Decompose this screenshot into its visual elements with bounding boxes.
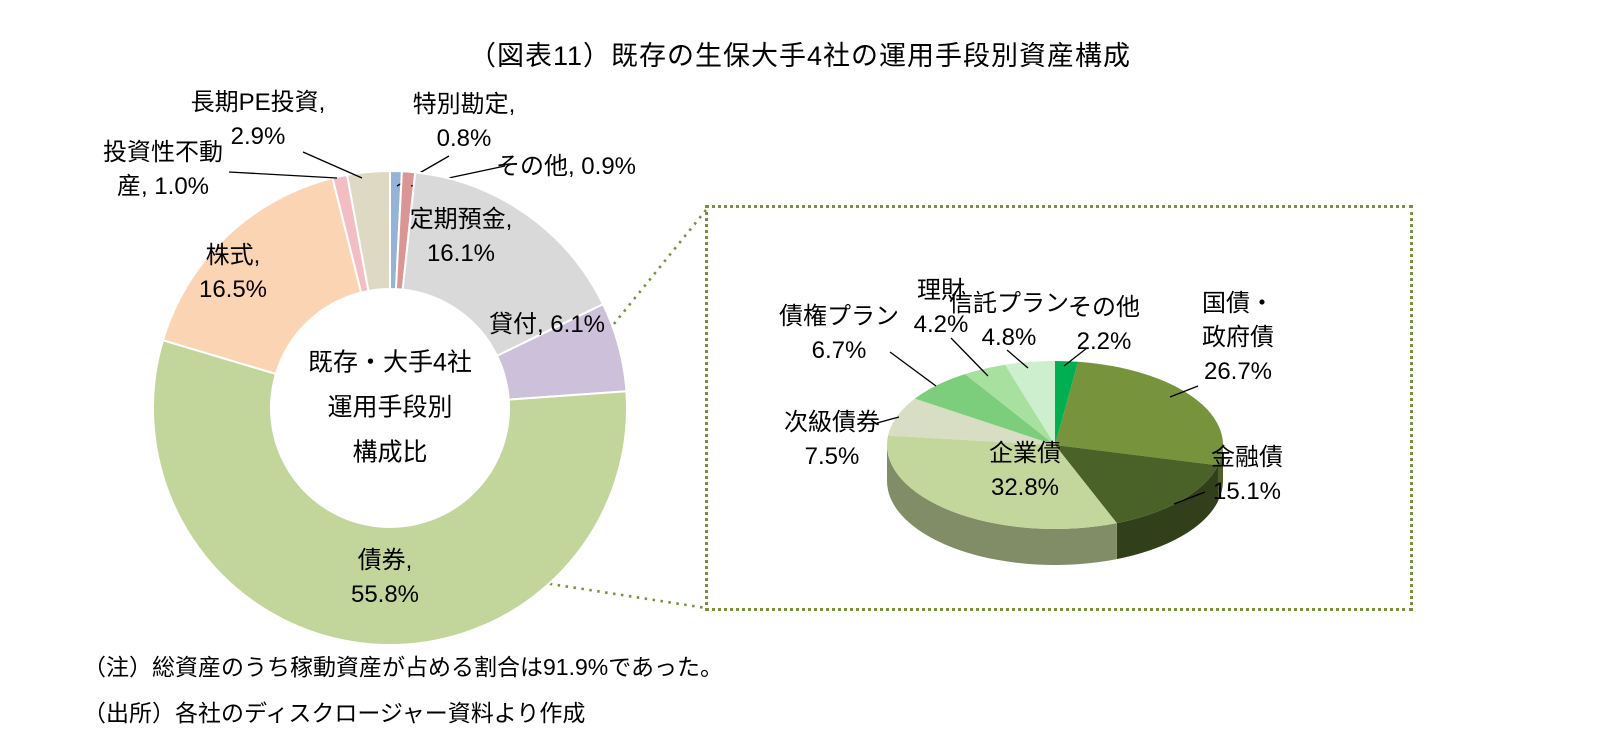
donut-center-label: 既存・大手4社 運用手段別 構成比 xyxy=(308,348,472,467)
donut-leader-line-7 xyxy=(302,151,363,179)
donut-slice-2 xyxy=(401,171,605,358)
donut-slice-5 xyxy=(161,176,363,376)
pie3d-slice-0 xyxy=(1055,361,1079,445)
donut-leader-line-6 xyxy=(228,171,338,179)
pie3d-slice-4 xyxy=(888,398,1055,445)
pie3d-wall-3 xyxy=(887,445,1117,565)
pie3d-leader-line-7 xyxy=(1006,349,1029,369)
pie3d-slice-7 xyxy=(1005,361,1055,445)
pie3d-leader-line-0 xyxy=(1063,347,1088,367)
pie3d-wall-2 xyxy=(1116,465,1218,560)
source-line: （出所）各社のディスクロージャー資料より作成 xyxy=(83,700,586,726)
pie3d-leader-line-2 xyxy=(1173,491,1206,505)
figure-title: （図表11）既存の生保大手4社の運用手段別資産構成 xyxy=(468,41,1132,71)
pie3d-slice-3 xyxy=(886,435,1117,529)
pie3d-slice-2 xyxy=(1055,445,1218,524)
pie3d-leader-line-6 xyxy=(950,337,989,377)
donut-slice-7 xyxy=(345,169,391,293)
callout-box xyxy=(705,205,1413,611)
note-line: （注）総資産のうち稼動資産が占める割合は91.9%であった。 xyxy=(83,654,723,680)
pie3d-leader-line-4 xyxy=(876,416,900,424)
donut-slice-4 xyxy=(152,338,628,646)
pie3d-slice-6 xyxy=(964,364,1055,445)
pie3d-slice-5 xyxy=(914,374,1055,445)
pie3d-leader-line-5 xyxy=(889,351,937,387)
callout-connector-1 xyxy=(446,566,707,610)
pie3d-wall-1 xyxy=(1217,445,1223,502)
pie3d-leader-line-1 xyxy=(1169,385,1199,398)
pie3d-slice-1 xyxy=(1055,361,1223,466)
